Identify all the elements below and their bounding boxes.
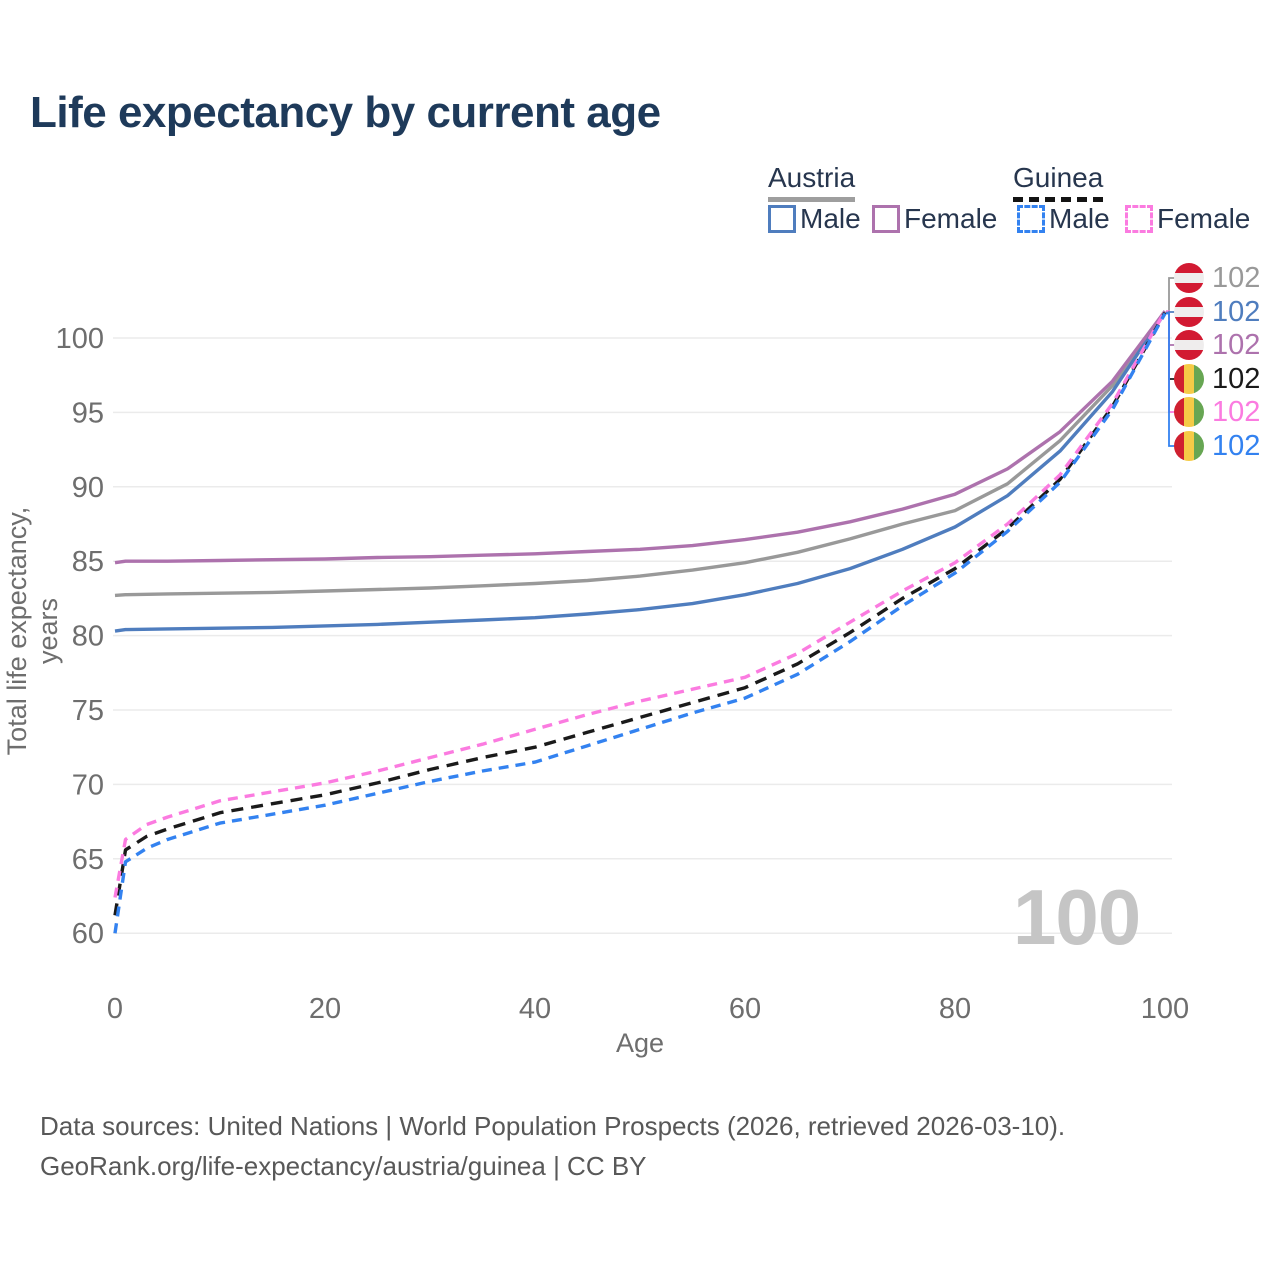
legend-item-label: Male [800, 203, 861, 234]
page-title: Life expectancy by current age [30, 88, 661, 137]
y-tick-95: 95 [72, 397, 104, 429]
legend-group-guinea: Guinea [1013, 162, 1104, 202]
y-tick-90: 90 [72, 472, 104, 504]
end-value-label: 102 [1212, 363, 1261, 395]
guinea-female-swatch-icon [1125, 205, 1153, 233]
footer-attribution: GeoRank.org/life-expectancy/austria/guin… [40, 1151, 647, 1181]
austria-female-swatch-icon [872, 205, 900, 233]
legend-item-label: Female [904, 203, 998, 234]
austria-flag-icon [1174, 297, 1204, 327]
end-label-row-guinea-male: 102 [1174, 430, 1260, 462]
end-label-row-austria-male: 102 [1174, 296, 1260, 328]
guinea-flag-icon [1174, 397, 1204, 427]
y-tick-75: 75 [72, 695, 104, 727]
y-tick-70: 70 [72, 769, 104, 801]
end-value-label: 102 [1212, 262, 1261, 294]
series-line-austria-female [114, 310, 1167, 565]
x-tick-0: 0 [107, 993, 123, 1025]
footer: Data sources: United Nations | World Pop… [40, 1106, 1065, 1186]
end-label-row-austria-total: 102 [1174, 262, 1260, 294]
guinea-flag-icon [1174, 431, 1204, 461]
austria-male-swatch-icon [768, 205, 796, 233]
legend-item-austria-female[interactable]: Female [872, 203, 997, 235]
series-line-austria-male [114, 311, 1167, 633]
y-tick-85: 85 [72, 546, 104, 578]
legend-item-guinea-female[interactable]: Female [1125, 203, 1250, 235]
x-tick-80: 80 [939, 993, 971, 1025]
guinea-flag-icon [1174, 364, 1204, 394]
legend-item-label: Female [1157, 203, 1251, 234]
series-line-guinea-both-sexes- [113, 311, 1167, 916]
end-label-row-guinea-total: 102 [1174, 363, 1260, 395]
series-line-austria-both-sexes- [114, 311, 1167, 598]
legend-item-label: Male [1049, 203, 1110, 234]
x-axis-title: Age [615, 1028, 665, 1058]
series-line-guinea-male [113, 312, 1167, 934]
watermark-100: 100 [1013, 873, 1141, 961]
austria-flag-icon [1174, 263, 1204, 293]
x-tick-100: 100 [1141, 993, 1189, 1025]
y-tick-80: 80 [72, 621, 104, 653]
end-value-label: 102 [1212, 430, 1261, 462]
end-value-label: 102 [1212, 329, 1261, 361]
end-label-row-austria-female: 102 [1174, 329, 1260, 361]
end-value-label: 102 [1212, 296, 1261, 328]
end-label-row-guinea-female: 102 [1174, 396, 1260, 428]
y-tick-65: 65 [72, 844, 104, 876]
austria-flag-icon [1174, 330, 1204, 360]
x-tick-20: 20 [309, 993, 341, 1025]
end-connector-5 [1166, 312, 1176, 447]
legend-item-austria-male[interactable]: Male [768, 203, 861, 235]
end-value-label: 102 [1212, 396, 1261, 428]
footer-data-sources: Data sources: United Nations | World Pop… [40, 1111, 1066, 1141]
x-tick-40: 40 [519, 993, 551, 1025]
x-tick-60: 60 [729, 993, 761, 1025]
y-tick-100: 100 [56, 323, 104, 355]
legend-item-guinea-male[interactable]: Male [1017, 203, 1110, 235]
legend-group-austria: Austria [768, 162, 856, 202]
series-line-guinea-female [113, 310, 1167, 898]
y-axis-title: Total life expectancy, years [2, 506, 63, 756]
y-tick-60: 60 [72, 918, 104, 950]
guinea-male-swatch-icon [1017, 205, 1045, 233]
